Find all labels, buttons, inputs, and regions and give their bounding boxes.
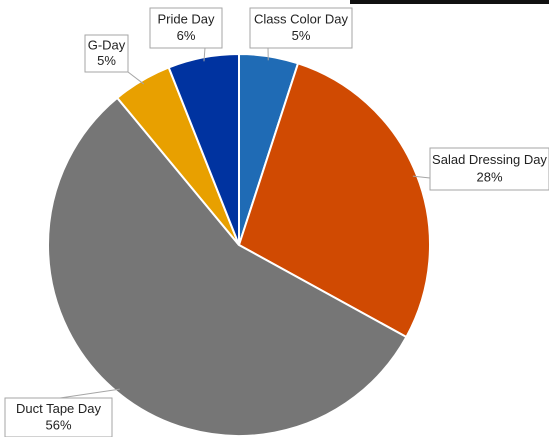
category-label: Pride Day <box>157 11 215 26</box>
chart: Class Color Day 5% Salad Dressing Day 28% Du… <box>0 0 549 437</box>
value-label: 5% <box>292 28 311 43</box>
leader-line <box>128 72 144 84</box>
value-label: 28% <box>476 170 502 185</box>
value-label: 56% <box>45 418 71 433</box>
category-label: Class Color Day <box>254 11 348 26</box>
category-label: Salad Dressing Day <box>432 152 547 167</box>
category-label: Duct Tape Day <box>16 401 102 416</box>
leader-line <box>60 389 120 398</box>
category-label: G-Day <box>88 38 126 53</box>
value-label: 5% <box>97 53 116 68</box>
value-label: 6% <box>177 28 196 43</box>
background-strip <box>350 0 549 4</box>
